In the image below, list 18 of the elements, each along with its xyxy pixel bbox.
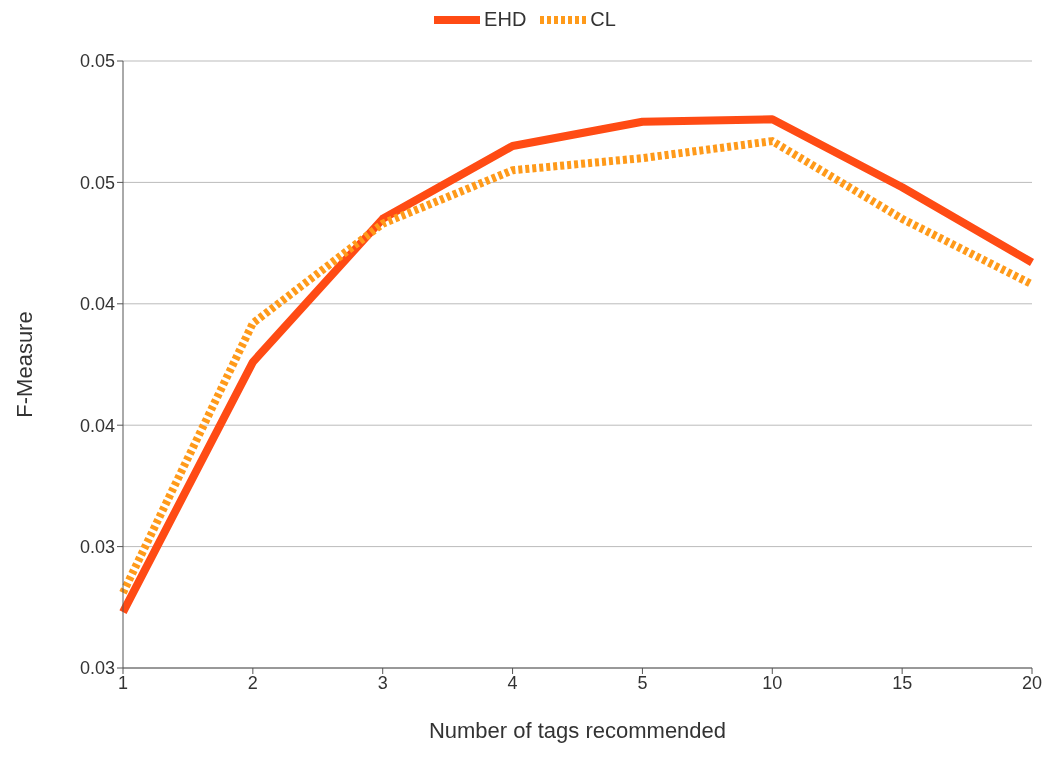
legend-label: EHD	[483, 8, 527, 31]
x-tick-label: 10	[762, 672, 783, 693]
x-tick-label: 3	[377, 672, 388, 693]
x-tick-label: 2	[247, 672, 258, 693]
y-tick-label: 0.05	[79, 172, 115, 193]
legend-label: CL	[589, 8, 616, 31]
x-axis-title: Number of tags recommended	[428, 718, 727, 743]
y-axis-title: F-Measure	[11, 311, 37, 418]
y-tick-label: 0.05	[79, 51, 115, 72]
y-tick-label: 0.04	[79, 294, 115, 315]
y-tick-label: 0.03	[79, 658, 115, 679]
x-tick-label: 5	[637, 672, 648, 693]
x-tick-label: 20	[1021, 672, 1043, 693]
y-tick-label: 0.04	[79, 415, 115, 436]
x-tick-label: 1	[117, 672, 129, 693]
x-tick-label: 4	[507, 672, 518, 693]
x-tick-label: 15	[892, 672, 913, 693]
y-tick-label: 0.03	[79, 536, 115, 557]
